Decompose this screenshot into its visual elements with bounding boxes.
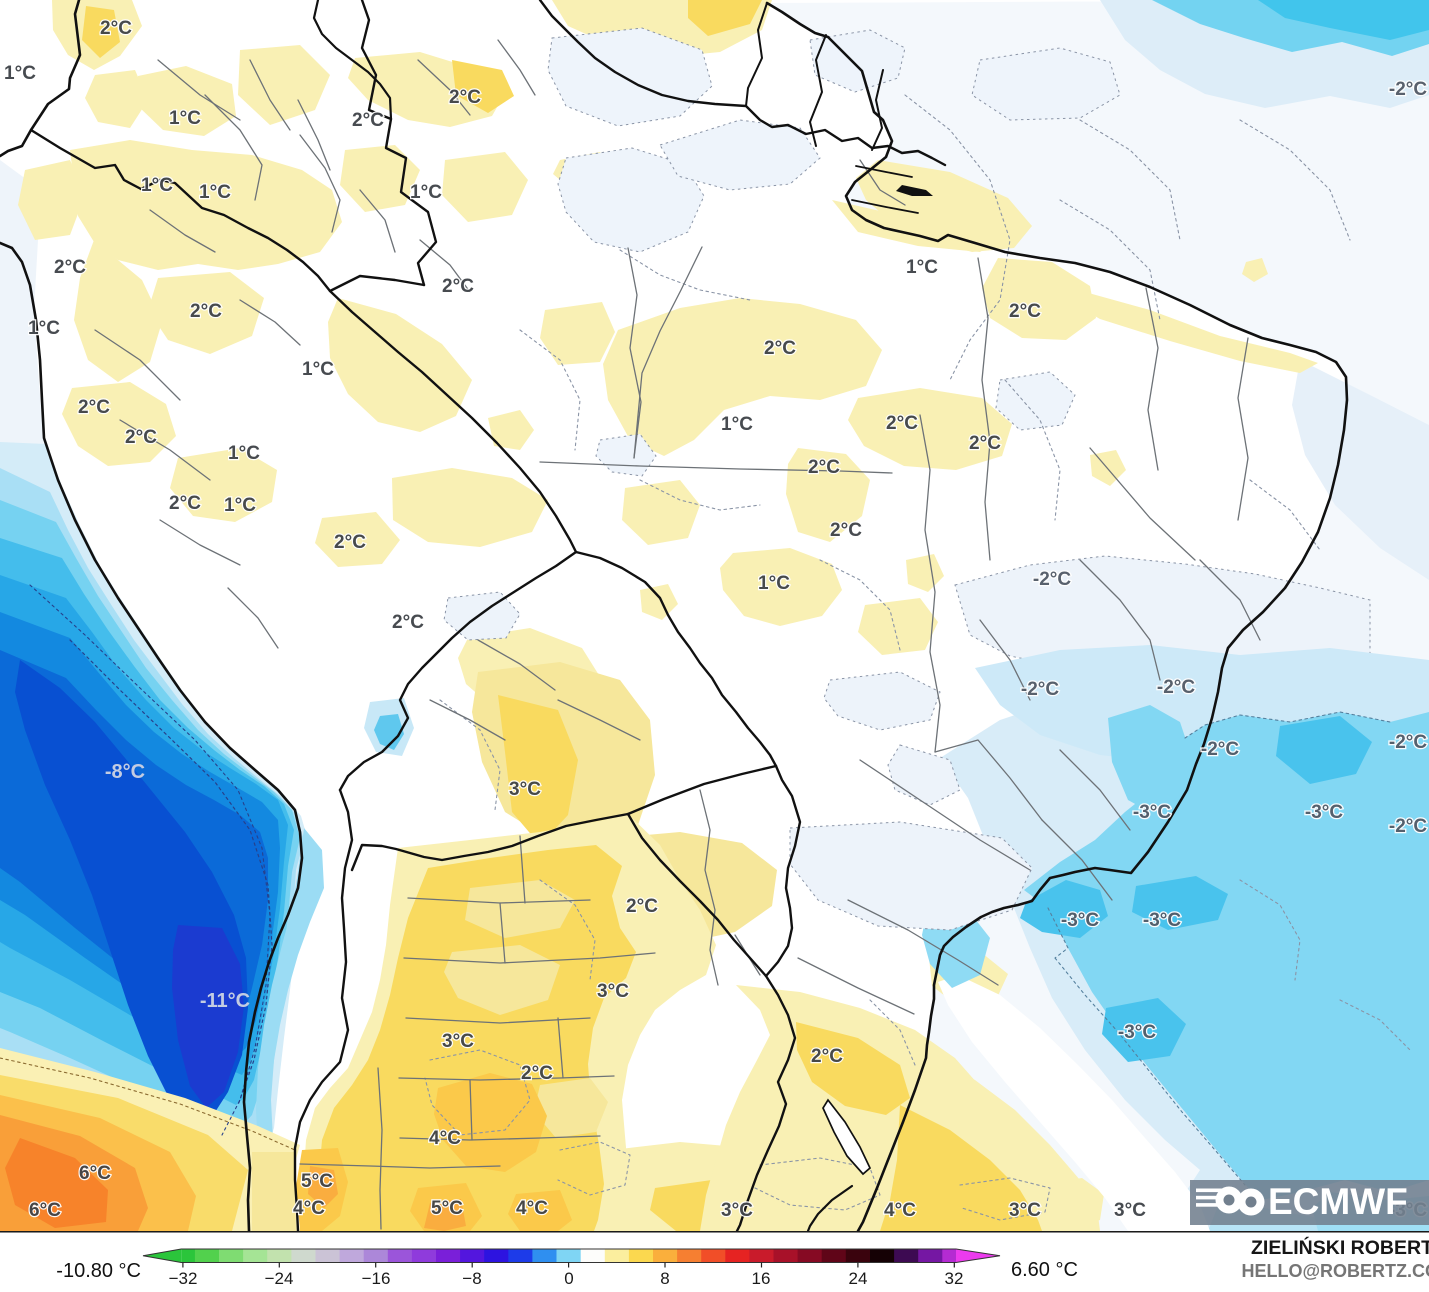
svg-text:-2°C: -2°C xyxy=(1389,816,1427,837)
svg-text:1°C: 1°C xyxy=(28,318,60,339)
svg-text:6°C: 6°C xyxy=(29,1200,61,1221)
svg-text:-3°C: -3°C xyxy=(1061,910,1099,931)
svg-text:2°C: 2°C xyxy=(886,413,918,434)
svg-text:1°C: 1°C xyxy=(758,573,790,594)
svg-text:-8°C: -8°C xyxy=(105,761,145,783)
svg-text:3°C: 3°C xyxy=(721,1200,753,1221)
svg-text:5°C: 5°C xyxy=(431,1198,463,1219)
svg-text:2°C: 2°C xyxy=(442,276,474,297)
svg-text:2°C: 2°C xyxy=(1009,301,1041,322)
svg-text:-10.80 °C: -10.80 °C xyxy=(56,1260,141,1282)
svg-text:2°C: 2°C xyxy=(521,1063,553,1084)
svg-text:-3°C: -3°C xyxy=(1133,802,1171,823)
svg-text:2°C: 2°C xyxy=(190,301,222,322)
svg-text:-2°C: -2°C xyxy=(1021,679,1059,700)
svg-text:2°C: 2°C xyxy=(969,433,1001,454)
svg-text:1°C: 1°C xyxy=(302,359,334,380)
svg-text:6.60 °C: 6.60 °C xyxy=(1011,1259,1078,1281)
svg-text:2°C: 2°C xyxy=(334,532,366,553)
svg-text:−16: −16 xyxy=(362,1269,391,1287)
svg-text:1°C: 1°C xyxy=(141,175,173,196)
svg-text:2°C: 2°C xyxy=(352,110,384,131)
svg-text:2°C: 2°C xyxy=(125,427,157,448)
svg-text:1°C: 1°C xyxy=(169,108,201,129)
svg-text:3°C: 3°C xyxy=(442,1031,474,1052)
svg-text:1°C: 1°C xyxy=(410,182,442,203)
svg-text:2°C: 2°C xyxy=(54,257,86,278)
svg-text:2°C: 2°C xyxy=(100,18,132,39)
svg-text:1°C: 1°C xyxy=(224,495,256,516)
svg-text:1°C: 1°C xyxy=(4,63,36,84)
svg-text:1°C: 1°C xyxy=(199,182,231,203)
svg-text:4°C: 4°C xyxy=(429,1128,461,1149)
svg-text:16: 16 xyxy=(752,1269,771,1287)
svg-text:6°C: 6°C xyxy=(79,1163,111,1184)
svg-text:3°C: 3°C xyxy=(1009,1200,1041,1221)
svg-text:-2°C: -2°C xyxy=(1389,79,1427,100)
svg-text:HELLO@ROBERTZ.CO: HELLO@ROBERTZ.CO xyxy=(1241,1261,1429,1281)
svg-text:2°C: 2°C xyxy=(78,397,110,418)
svg-text:2°C: 2°C xyxy=(811,1046,843,1067)
svg-text:2°C: 2°C xyxy=(764,338,796,359)
svg-text:−24: −24 xyxy=(265,1269,294,1287)
svg-text:-2°C: -2°C xyxy=(1157,677,1195,698)
svg-text:ZIELIŃSKI ROBERT: ZIELIŃSKI ROBERT xyxy=(1251,1236,1429,1259)
svg-text:-3°C: -3°C xyxy=(1143,910,1181,931)
svg-text:4°C: 4°C xyxy=(884,1200,916,1221)
svg-text:24: 24 xyxy=(849,1269,868,1287)
svg-text:2°C: 2°C xyxy=(830,520,862,541)
svg-text:2°C: 2°C xyxy=(392,612,424,633)
svg-text:8: 8 xyxy=(660,1269,669,1287)
svg-text:1°C: 1°C xyxy=(228,443,260,464)
svg-text:1°C: 1°C xyxy=(906,257,938,278)
svg-text:0: 0 xyxy=(564,1269,573,1287)
svg-text:-2°C: -2°C xyxy=(1389,732,1427,753)
svg-text:5°C: 5°C xyxy=(301,1171,333,1192)
svg-text:3°C: 3°C xyxy=(597,981,629,1002)
svg-text:2°C: 2°C xyxy=(626,896,658,917)
svg-text:-11°C: -11°C xyxy=(200,990,250,1012)
svg-text:3°C: 3°C xyxy=(1114,1200,1146,1221)
svg-text:2°C: 2°C xyxy=(808,457,840,478)
svg-text:2°C: 2°C xyxy=(449,87,481,108)
svg-text:2°C: 2°C xyxy=(169,493,201,514)
svg-text:-2°C: -2°C xyxy=(1033,569,1071,590)
svg-text:−32: −32 xyxy=(169,1269,198,1287)
svg-text:4°C: 4°C xyxy=(293,1198,325,1219)
svg-text:-3°C: -3°C xyxy=(1305,802,1343,823)
svg-text:−8: −8 xyxy=(462,1269,481,1287)
svg-text:1°C: 1°C xyxy=(721,414,753,435)
svg-text:3°C: 3°C xyxy=(509,779,541,800)
svg-text:-3°C: -3°C xyxy=(1118,1022,1156,1043)
svg-text:-2°C: -2°C xyxy=(1201,739,1239,760)
svg-text:32: 32 xyxy=(945,1269,964,1287)
svg-text:4°C: 4°C xyxy=(516,1198,548,1219)
svg-text:ECMWF: ECMWF xyxy=(1268,1181,1408,1222)
